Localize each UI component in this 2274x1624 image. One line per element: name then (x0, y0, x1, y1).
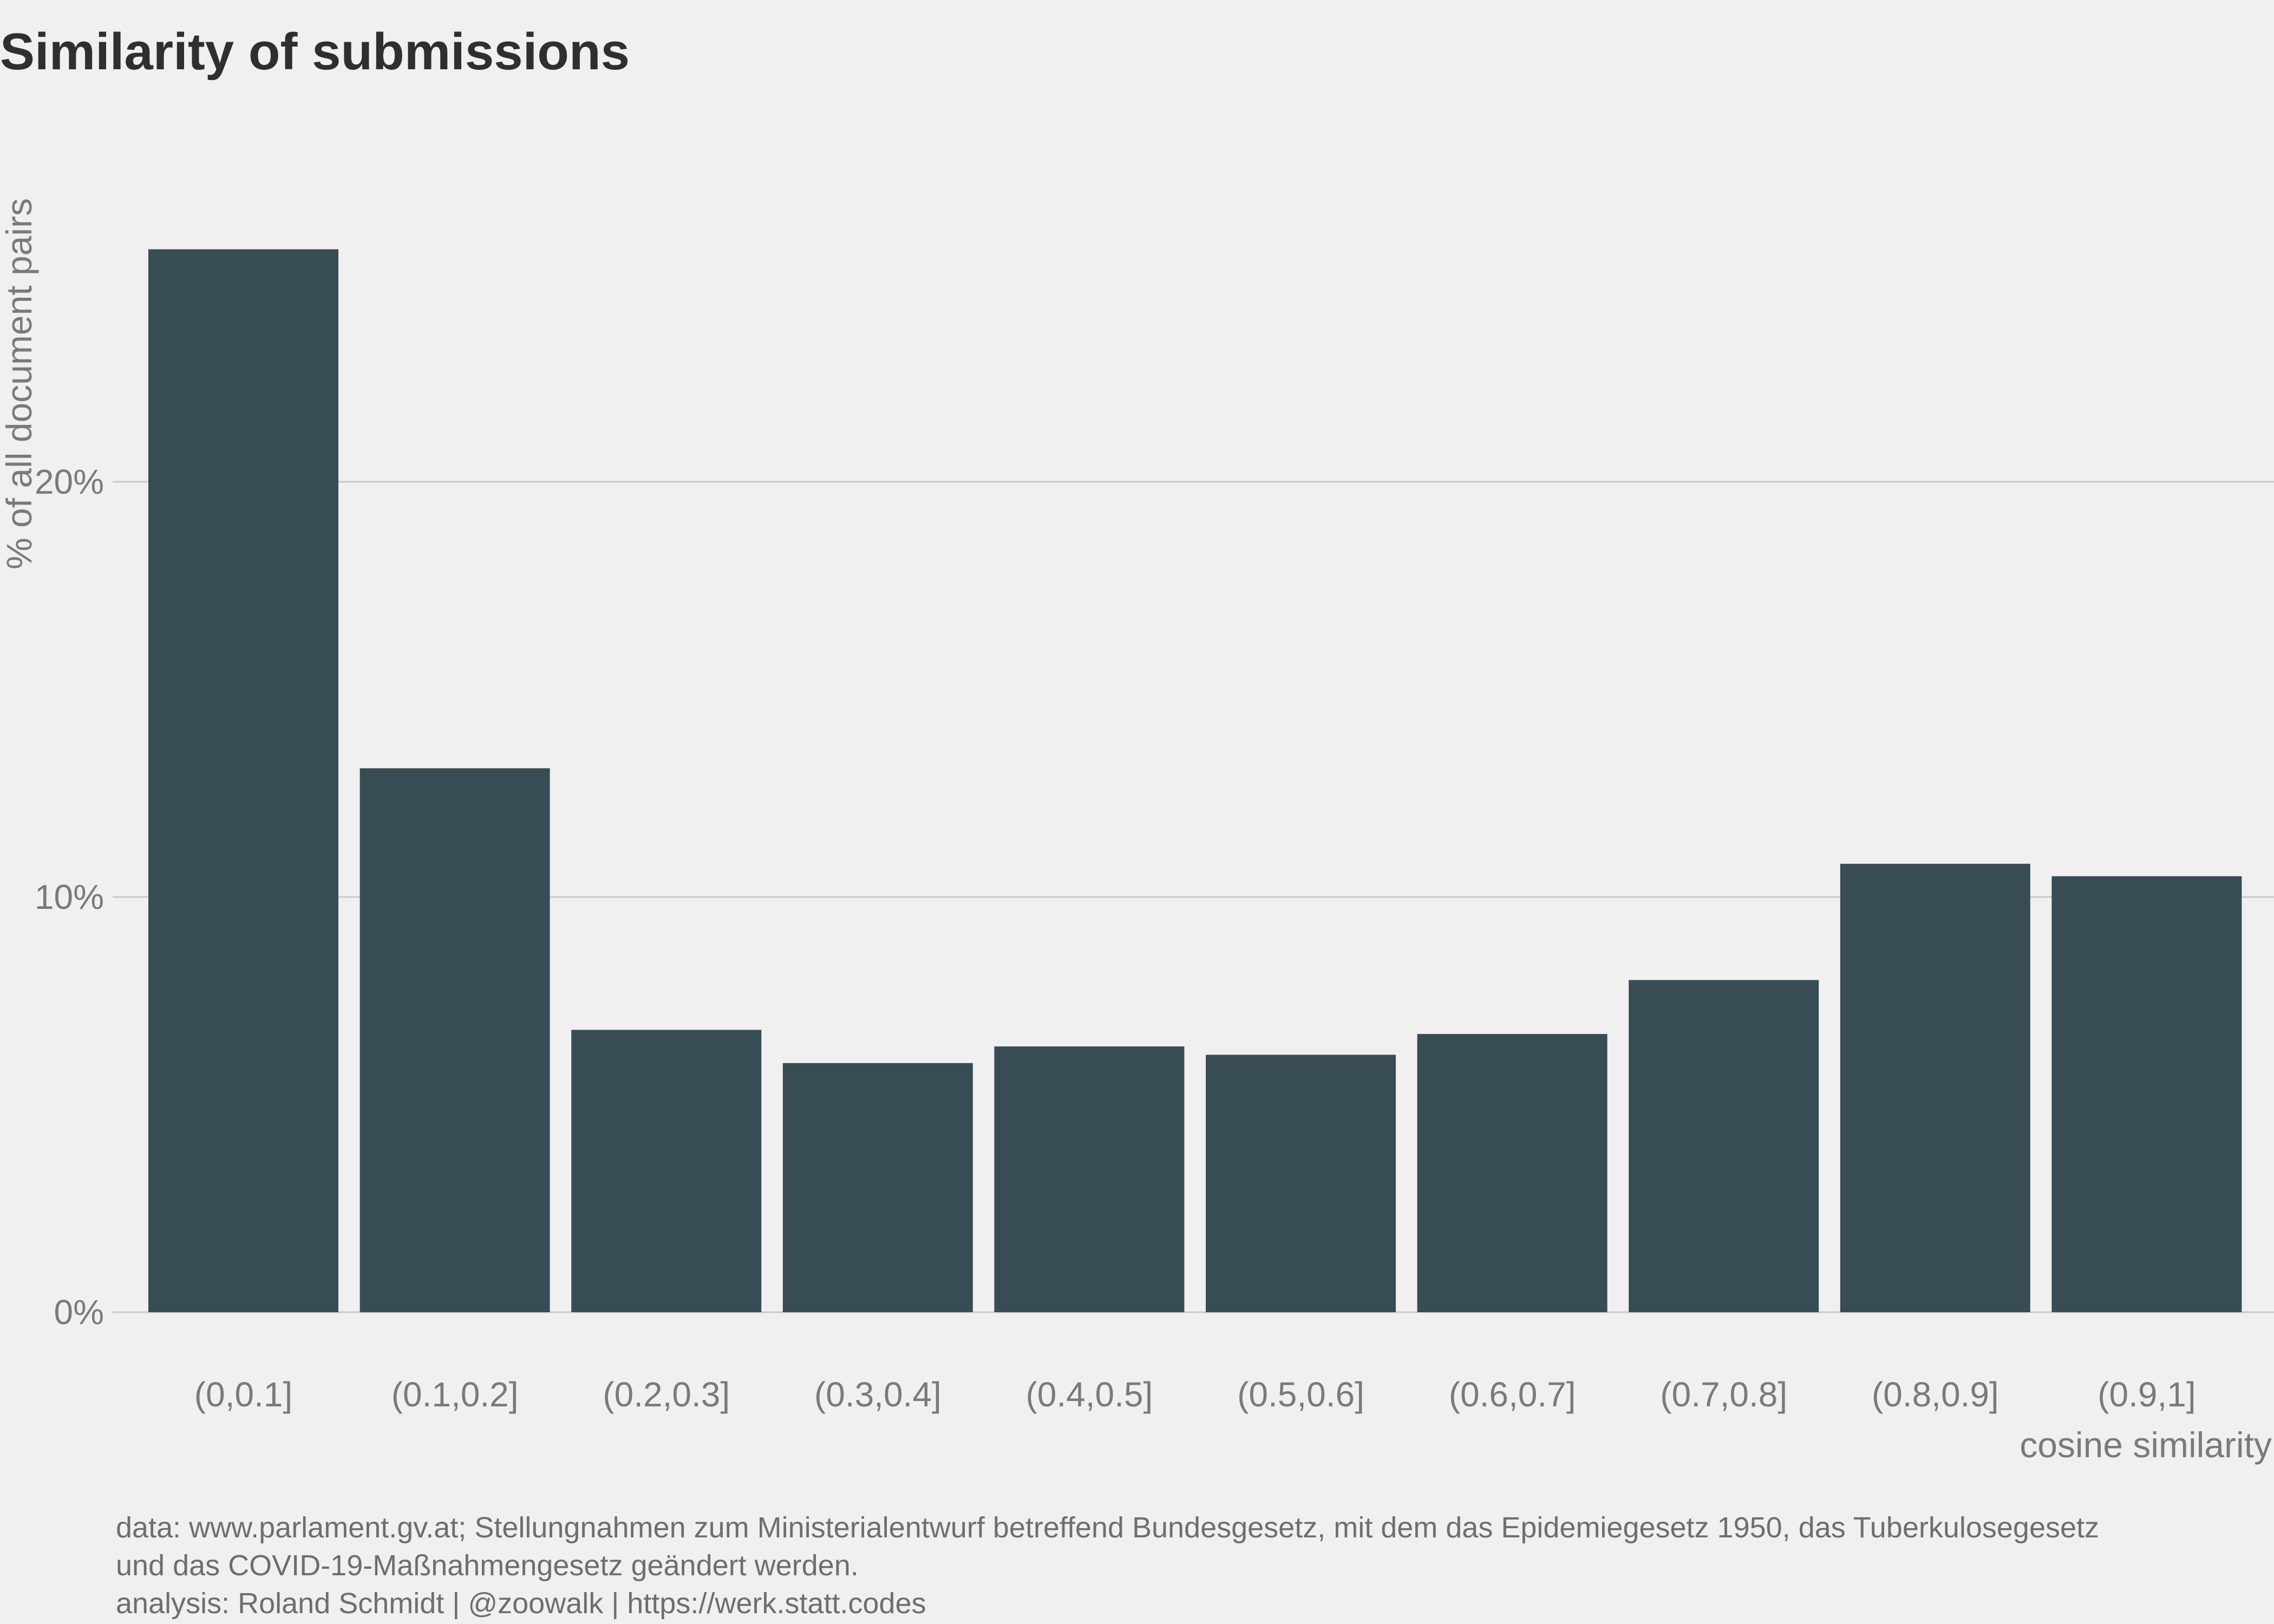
x-tick-label: (0.6,0.7] (1449, 1375, 1576, 1414)
caption-line-1: data: www.parlament.gv.at; Stellungnahme… (116, 1511, 2099, 1544)
caption-line-3: analysis: Roland Schmidt | @zoowalk | ht… (116, 1587, 926, 1620)
x-tick-label: (0,0.1] (194, 1375, 292, 1414)
bar (782, 1063, 973, 1312)
bar (2051, 876, 2242, 1312)
x-tick-label: (0.1,0.2] (391, 1375, 519, 1414)
chart-title: Similarity of submissions (0, 23, 630, 81)
y-tick-label: 0% (54, 1293, 104, 1332)
y-tick-label: 20% (35, 462, 104, 501)
bars (148, 249, 2242, 1313)
x-tick-label: (0.3,0.4] (814, 1375, 942, 1414)
x-axis-label: cosine similarity (2020, 1425, 2272, 1465)
y-axis: 0% 10% 20% (35, 462, 104, 1332)
bar (1417, 1034, 1608, 1312)
bar (148, 249, 338, 1313)
x-tick-label: (0.7,0.8] (1660, 1375, 1787, 1414)
bar (1840, 863, 2030, 1312)
y-axis-label: % of all document pairs (0, 198, 39, 569)
caption: data: www.parlament.gv.at; Stellungnahme… (116, 1511, 2099, 1620)
x-tick-label: (0.9,1] (2097, 1375, 2195, 1414)
x-tick-label: (0.8,0.9] (1872, 1375, 1999, 1414)
bar (571, 1030, 762, 1312)
bar (1629, 980, 1819, 1312)
x-tick-label: (0.5,0.6] (1237, 1375, 1364, 1414)
bar (994, 1046, 1185, 1312)
bar (360, 768, 550, 1312)
x-tick-label: (0.4,0.5] (1025, 1375, 1153, 1414)
x-axis: (0,0.1] (0.1,0.2] (0.2,0.3] (0.3,0.4] (0.4,0… (194, 1375, 2196, 1414)
x-tick-label: (0.2,0.3] (603, 1375, 730, 1414)
bar (1206, 1055, 1396, 1312)
caption-line-2: und das COVID-19-Maßnahmengesetz geänder… (116, 1549, 859, 1582)
y-tick-label: 10% (35, 878, 104, 916)
